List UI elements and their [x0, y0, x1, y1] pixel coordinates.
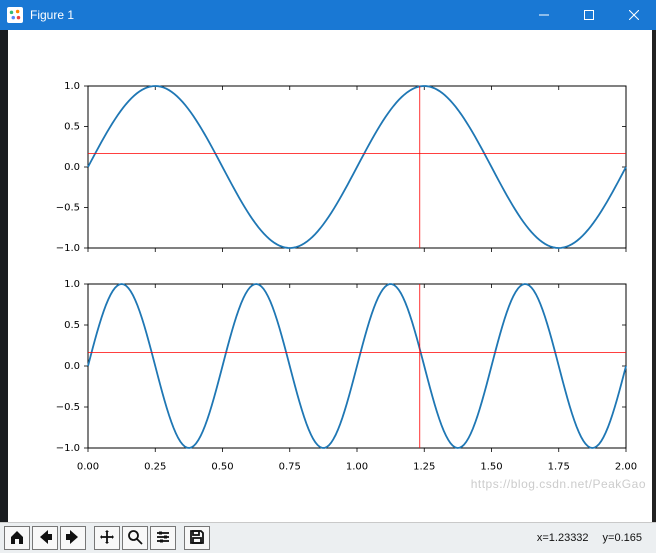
- zoom-icon: [127, 529, 143, 548]
- maximize-button[interactable]: [566, 0, 611, 30]
- svg-text:1.0: 1.0: [64, 81, 80, 92]
- svg-text:1.00: 1.00: [346, 461, 368, 472]
- svg-text:0.0: 0.0: [64, 361, 80, 372]
- back-button[interactable]: [32, 526, 58, 550]
- home-icon: [9, 529, 25, 548]
- back-icon: [37, 529, 53, 548]
- svg-text:1.25: 1.25: [413, 461, 435, 472]
- svg-text:1.0: 1.0: [64, 279, 80, 290]
- save-button[interactable]: [184, 526, 210, 550]
- svg-text:0.0: 0.0: [64, 162, 80, 173]
- forward-button[interactable]: [60, 526, 86, 550]
- close-button[interactable]: [611, 0, 656, 30]
- zoom-button[interactable]: [122, 526, 148, 550]
- configure-button[interactable]: [150, 526, 176, 550]
- window-title: Figure 1: [30, 8, 74, 22]
- figure-area: −1.0 −0.5 0.0 0.5 1.0 0.00 0.25 0.50 0.75 1.00 1.2…: [8, 30, 652, 523]
- app-icon: [7, 7, 23, 23]
- plot-canvas[interactable]: −1.0 −0.5 0.0 0.5 1.0 0.00 0.25 0.50 0.75 1.00 1.2…: [8, 30, 652, 523]
- svg-text:0.75: 0.75: [279, 461, 301, 472]
- pan-button[interactable]: [94, 526, 120, 550]
- coord-x: x=1.23332: [537, 532, 589, 544]
- titlebar: Figure 1: [0, 0, 656, 30]
- svg-text:0.25: 0.25: [144, 461, 166, 472]
- svg-text:0.00: 0.00: [77, 461, 99, 472]
- svg-text:1.75: 1.75: [548, 461, 570, 472]
- svg-text:0.5: 0.5: [64, 320, 80, 331]
- config-icon: [155, 529, 171, 548]
- coord-y: y=0.165: [603, 532, 642, 544]
- home-button[interactable]: [4, 526, 30, 550]
- pan-icon: [99, 529, 115, 548]
- minimize-button[interactable]: [521, 0, 566, 30]
- forward-icon: [65, 529, 81, 548]
- svg-text:−0.5: −0.5: [56, 402, 80, 413]
- svg-text:−1.0: −1.0: [56, 443, 80, 454]
- svg-text:−1.0: −1.0: [56, 243, 80, 254]
- save-icon: [189, 529, 205, 548]
- toolbar: x=1.23332 y=0.165: [0, 522, 656, 553]
- svg-text:2.00: 2.00: [615, 461, 637, 472]
- svg-text:−0.5: −0.5: [56, 203, 80, 214]
- svg-text:0.50: 0.50: [211, 461, 233, 472]
- svg-text:1.50: 1.50: [480, 461, 502, 472]
- editor-gutter: [0, 30, 8, 523]
- svg-text:0.5: 0.5: [64, 122, 80, 133]
